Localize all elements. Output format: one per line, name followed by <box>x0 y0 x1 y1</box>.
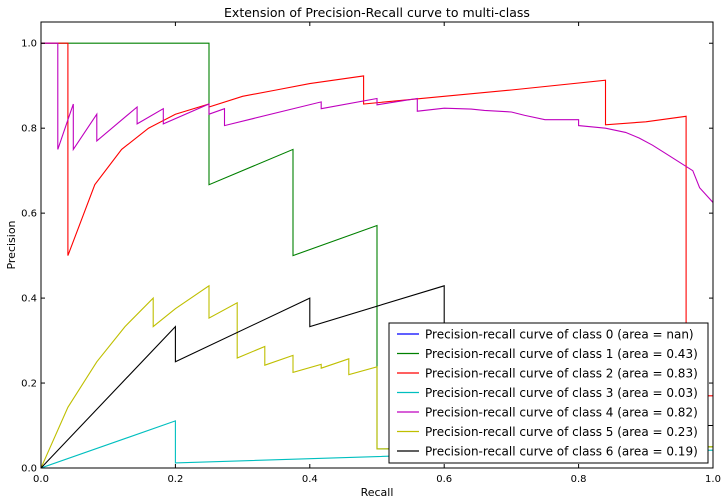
y-tick-label: 0.2 <box>21 379 37 390</box>
legend-entry-label: Precision-recall curve of class 0 (area … <box>425 328 694 342</box>
legend-entry-label: Precision-recall curve of class 4 (area … <box>425 406 698 420</box>
y-tick-label: 0.4 <box>21 294 37 305</box>
y-tick-label: 1.0 <box>21 39 37 50</box>
series-line-class-4 <box>41 42 713 203</box>
legend-entry-label: Precision-recall curve of class 5 (area … <box>425 425 698 439</box>
y-axis-label: Precision <box>5 220 18 269</box>
legend: Precision-recall curve of class 0 (area … <box>388 322 709 464</box>
x-tick-label: 0.8 <box>571 474 587 485</box>
x-axis-label: Recall <box>361 486 394 499</box>
x-tick-label: 0.2 <box>167 474 183 485</box>
legend-entry-label: Precision-recall curve of class 2 (area … <box>425 367 698 381</box>
legend-box <box>388 322 709 464</box>
plot-frame <box>40 21 714 469</box>
x-tick-label: 1.0 <box>705 474 721 485</box>
legend-entry-label: Precision-recall curve of class 3 (area … <box>425 386 698 400</box>
chart-title: Extension of Precision-Recall curve to m… <box>224 5 530 20</box>
y-tick-label: 0.8 <box>21 124 37 135</box>
series-line-class-5 <box>41 284 713 468</box>
x-tick-label: 0.4 <box>302 474 318 485</box>
y-tick-label: 0.6 <box>21 209 37 220</box>
series-line-class-2 <box>41 42 713 397</box>
y-tick-label: 0.0 <box>21 464 37 475</box>
legend-entry-label: Precision-recall curve of class 1 (area … <box>425 347 698 361</box>
legend-entry-label: Precision-recall curve of class 6 (area … <box>425 445 698 459</box>
x-tick-label: 0.6 <box>436 474 452 485</box>
x-tick-label: 0.0 <box>33 474 49 485</box>
